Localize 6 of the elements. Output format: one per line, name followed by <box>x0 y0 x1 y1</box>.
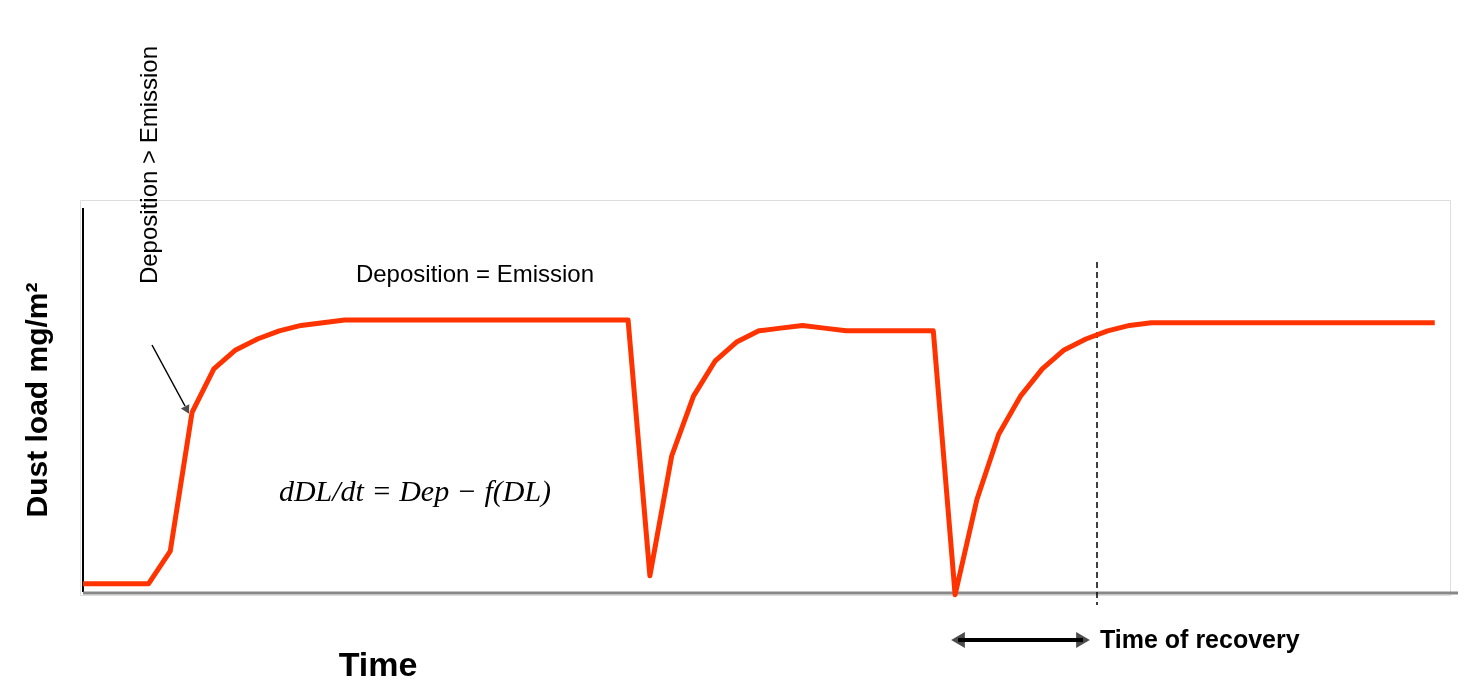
y-axis-title: Dust load mg/m² <box>20 282 53 518</box>
text: Time of recovery <box>1100 625 1300 653</box>
annotation: dDL/dt = Dep − f(DL) <box>278 474 552 508</box>
text: Deposition > Emission <box>135 45 162 285</box>
x-axis-title: Time <box>338 645 418 683</box>
text: Deposition = Emission <box>355 260 595 287</box>
